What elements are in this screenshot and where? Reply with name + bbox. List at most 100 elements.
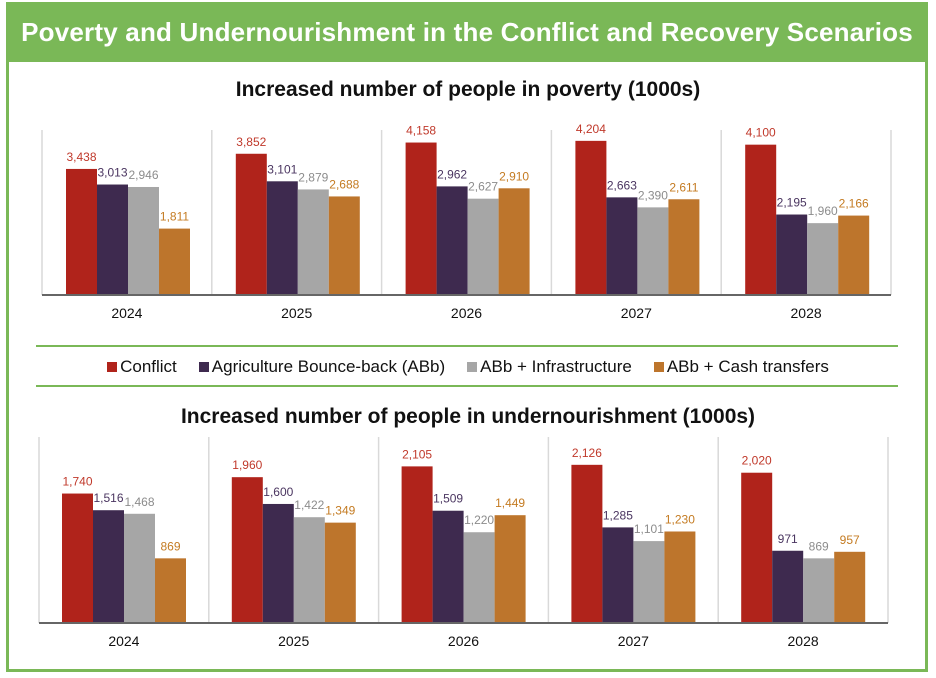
bar-cash-2028 bbox=[834, 551, 866, 623]
data-label-abb-2024: 3,013 bbox=[97, 166, 127, 180]
x-tick-label: 2025 bbox=[278, 633, 309, 649]
x-tick-label: 2024 bbox=[111, 305, 142, 321]
data-label-conflict-2024: 3,438 bbox=[66, 150, 96, 164]
bar-conflict-2024 bbox=[66, 168, 97, 295]
data-label-abb-2024: 1,516 bbox=[93, 491, 123, 505]
poverty-chart-title: Increased number of people in poverty (1… bbox=[235, 78, 701, 101]
data-label-infrastructure-2027: 1,101 bbox=[634, 522, 664, 536]
bar-abb-2025 bbox=[262, 503, 294, 623]
bar-conflict-2026 bbox=[401, 466, 433, 623]
data-label-cash-2025: 2,688 bbox=[329, 177, 359, 191]
legend-item-abb: Agriculture Bounce-back (ABb) bbox=[198, 356, 446, 378]
header-banner: Poverty and Undernourishment in the Conf… bbox=[6, 2, 928, 62]
x-tick-label: 2024 bbox=[108, 633, 139, 649]
bar-cash-2027 bbox=[668, 199, 700, 295]
legend-swatch-cash bbox=[653, 362, 664, 372]
data-label-conflict-2025: 1,960 bbox=[232, 458, 262, 472]
x-tick-label: 2026 bbox=[448, 633, 479, 649]
bar-infrastructure-2026 bbox=[463, 532, 495, 623]
data-label-cash-2028: 957 bbox=[840, 533, 860, 547]
bar-cash-2026 bbox=[498, 188, 530, 295]
legend-swatch-infrastructure bbox=[467, 362, 478, 372]
data-label-abb-2027: 2,663 bbox=[607, 178, 637, 192]
data-label-abb-2027: 1,285 bbox=[603, 508, 633, 522]
bar-abb-2028 bbox=[776, 214, 808, 295]
undernourishment-chart-title: Increased number of people in undernouri… bbox=[180, 405, 756, 428]
bar-cash-2024 bbox=[159, 228, 190, 295]
data-label-infrastructure-2025: 2,879 bbox=[298, 170, 328, 184]
bar-infrastructure-2025 bbox=[297, 189, 329, 295]
bar-abb-2024 bbox=[97, 184, 128, 295]
bar-conflict-2028 bbox=[741, 472, 773, 623]
legend-item-infrastructure: ABb + Infrastructure bbox=[467, 356, 632, 378]
bar-cash-2028 bbox=[838, 215, 870, 295]
data-label-infrastructure-2026: 1,220 bbox=[464, 513, 494, 527]
data-label-conflict-2028: 2,020 bbox=[742, 454, 772, 468]
data-label-conflict-2027: 4,204 bbox=[576, 122, 606, 136]
data-label-cash-2026: 1,449 bbox=[495, 496, 525, 510]
legend-bottom-divider bbox=[36, 385, 898, 387]
bar-conflict-2025 bbox=[231, 477, 263, 623]
data-label-infrastructure-2027: 2,390 bbox=[638, 188, 668, 202]
data-label-abb-2026: 2,962 bbox=[437, 167, 467, 181]
legend: Conflict Agriculture Bounce-back (ABb) A… bbox=[0, 356, 936, 378]
bar-conflict-2027 bbox=[571, 464, 603, 623]
data-label-conflict-2027: 2,126 bbox=[572, 446, 602, 460]
bar-infrastructure-2028 bbox=[807, 223, 839, 295]
bar-infrastructure-2027 bbox=[633, 541, 665, 623]
bar-cash-2026 bbox=[494, 515, 526, 623]
legend-swatch-conflict bbox=[107, 362, 118, 372]
x-tick-label: 2028 bbox=[788, 633, 819, 649]
x-tick-label: 2028 bbox=[791, 305, 822, 321]
data-label-cash-2028: 2,166 bbox=[839, 197, 869, 211]
legend-label: Agriculture Bounce-back (ABb) bbox=[211, 357, 446, 376]
bar-infrastructure-2024 bbox=[128, 186, 159, 295]
x-tick-label: 2027 bbox=[618, 633, 649, 649]
bar-infrastructure-2027 bbox=[637, 207, 669, 295]
bar-abb-2027 bbox=[602, 527, 634, 623]
bar-conflict-2026 bbox=[405, 142, 437, 295]
data-label-infrastructure-2028: 1,960 bbox=[808, 204, 838, 218]
bar-infrastructure-2024 bbox=[124, 513, 155, 623]
data-label-cash-2024: 1,811 bbox=[160, 210, 189, 224]
data-label-cash-2026: 2,910 bbox=[499, 169, 529, 183]
data-label-abb-2028: 2,195 bbox=[777, 196, 807, 210]
data-label-abb-2025: 3,101 bbox=[267, 162, 297, 176]
bar-conflict-2024 bbox=[62, 493, 93, 623]
legend-label: ABb + Infrastructure bbox=[480, 357, 632, 376]
bar-abb-2028 bbox=[772, 550, 804, 623]
x-tick-label: 2027 bbox=[621, 305, 652, 321]
data-label-abb-2028: 971 bbox=[778, 532, 798, 546]
bar-infrastructure-2025 bbox=[293, 517, 325, 623]
data-label-infrastructure-2028: 869 bbox=[809, 539, 829, 553]
x-tick-label: 2025 bbox=[281, 305, 312, 321]
data-label-cash-2027: 1,230 bbox=[665, 512, 695, 526]
bar-cash-2025 bbox=[324, 522, 356, 623]
bar-abb-2027 bbox=[606, 197, 638, 295]
bar-abb-2026 bbox=[432, 510, 464, 623]
legend-top-divider bbox=[36, 345, 898, 347]
data-label-infrastructure-2026: 2,627 bbox=[468, 180, 498, 194]
data-label-cash-2024: 869 bbox=[160, 539, 180, 553]
legend-label: Conflict bbox=[120, 357, 177, 376]
bar-abb-2024 bbox=[93, 510, 124, 623]
data-label-conflict-2024: 1,740 bbox=[62, 475, 92, 489]
data-label-cash-2025: 1,349 bbox=[325, 504, 355, 518]
data-label-conflict-2026: 4,158 bbox=[406, 124, 436, 138]
data-label-cash-2027: 2,611 bbox=[669, 180, 698, 194]
data-label-infrastructure-2024: 2,946 bbox=[128, 168, 158, 182]
bar-abb-2025 bbox=[266, 181, 298, 295]
legend-label: ABb + Cash transfers bbox=[666, 357, 829, 376]
data-label-conflict-2026: 2,105 bbox=[402, 447, 432, 461]
bar-infrastructure-2026 bbox=[467, 198, 499, 295]
bar-cash-2024 bbox=[155, 558, 186, 623]
bar-cash-2025 bbox=[328, 196, 360, 295]
data-label-infrastructure-2024: 1,468 bbox=[124, 495, 154, 509]
data-label-infrastructure-2025: 1,422 bbox=[294, 498, 324, 512]
bar-conflict-2025 bbox=[235, 153, 267, 295]
x-tick-label: 2026 bbox=[451, 305, 482, 321]
page-title: Poverty and Undernourishment in the Conf… bbox=[21, 17, 913, 47]
data-label-conflict-2025: 3,852 bbox=[236, 135, 266, 149]
